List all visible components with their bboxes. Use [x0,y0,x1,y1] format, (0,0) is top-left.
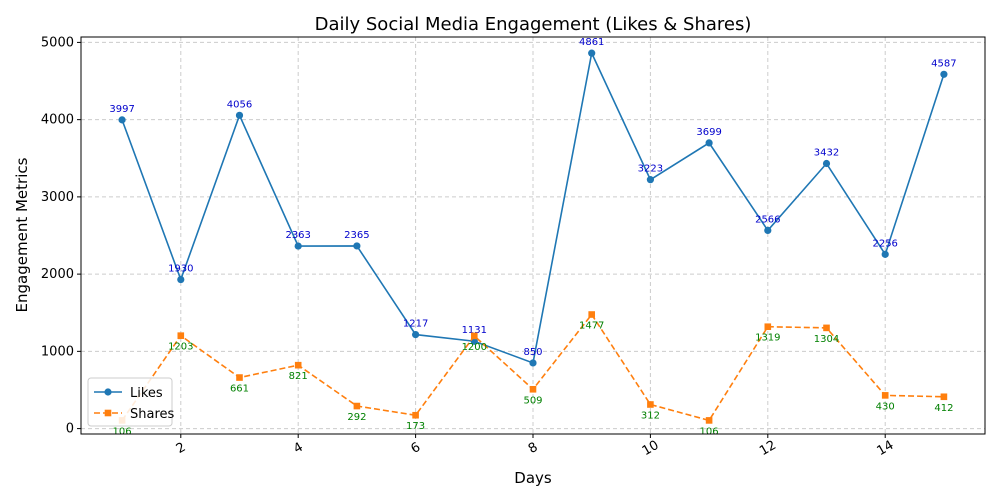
likes-point [118,116,126,124]
shares-data-label: 1477 [579,321,604,332]
shares-data-label: 173 [406,421,425,432]
x-tick-label: 2 [174,440,189,457]
likes-data-label: 3997 [109,104,134,115]
likes-data-label: 1930 [168,264,193,275]
y-tick-label: 5000 [41,35,74,50]
likes-point [529,359,537,367]
shares-data-label: 412 [934,403,953,414]
shares-data-label: 430 [876,401,895,412]
shares-point [823,324,830,332]
shares-data-label: 292 [347,412,366,423]
likes-data-label: 3432 [814,148,839,159]
shares-data-label: 312 [641,410,660,421]
grid-lines [81,37,985,434]
likes-point [588,49,596,57]
likes-point [705,139,713,147]
x-tick-label: 4 [291,440,306,457]
x-tick-label: 12 [757,438,779,459]
legend-shares-marker [104,409,112,417]
likes-data-label: 2566 [755,214,780,225]
shares-data-label: 509 [523,395,542,406]
legend: Likes Shares [87,377,175,427]
likes-point [646,176,655,184]
likes-data-label: 3223 [638,164,663,175]
shares-data-label: 1200 [462,342,487,353]
x-axis-title: Days [514,469,552,487]
shares-point [236,374,243,381]
shares-data-label: 661 [230,384,249,395]
shares-point [529,385,537,393]
likes-point [235,111,244,119]
legend-likes-label: Likes [130,386,163,401]
y-tick-label: 1000 [41,344,74,359]
shares-point [294,361,302,369]
shares-point [764,323,772,331]
likes-data-label: 1217 [403,319,428,330]
shares-point [470,332,478,340]
legend-likes-marker [104,388,112,396]
shares-point [647,401,654,408]
likes-data-label: 1131 [462,325,487,336]
shares-data-label: 1319 [755,333,780,344]
likes-data-label: 850 [523,347,542,358]
series-layer: 3997 1930 4056 2363 2365 1217 1131 850 4861 3223 3… [109,37,956,437]
shares-data-label: 106 [700,426,719,437]
shares-point [412,411,419,419]
x-tick-label: 14 [875,438,897,459]
y-tick-label: 2000 [41,267,74,282]
axes: 0 1000 2000 3000 4000 5000 2 4 6 8 10 12 14 [41,35,896,459]
shares-data-label: 106 [113,426,132,437]
likes-data-label: 4587 [931,58,956,69]
y-tick-label: 4000 [41,113,74,128]
likes-point [177,275,185,284]
shares-point [353,402,361,410]
likes-data-label: 4861 [579,37,604,48]
likes-point [940,70,948,78]
likes-data-label: 2256 [872,238,897,249]
likes-point [881,250,889,258]
likes-point [822,159,831,168]
likes-data-label: 2365 [344,230,369,241]
shares-point [940,393,948,401]
shares-point [705,417,713,424]
chart-title: Daily Social Media Engagement (Likes & S… [315,14,752,35]
likes-point [353,242,361,250]
y-tick-label: 3000 [41,190,74,205]
shares-point [177,332,185,339]
shares-point [588,311,596,318]
shares-data-label: 821 [289,371,308,382]
shares-data-label: 1304 [814,334,839,345]
x-tick-label: 10 [640,438,662,459]
y-tick-label: 0 [66,422,74,437]
x-tick-label: 8 [526,440,541,457]
shares-data-label: 1203 [168,342,193,353]
shares-point [881,392,889,399]
likes-point [294,242,302,250]
legend-shares-label: Shares [130,407,175,422]
likes-point [411,330,420,339]
likes-data-label: 3699 [696,127,721,138]
likes-point [764,226,772,235]
likes-data-label: 4056 [227,99,252,110]
x-tick-label: 6 [409,440,424,457]
y-axis-title: Engagement Metrics [13,157,31,312]
likes-data-label: 2363 [285,230,310,241]
